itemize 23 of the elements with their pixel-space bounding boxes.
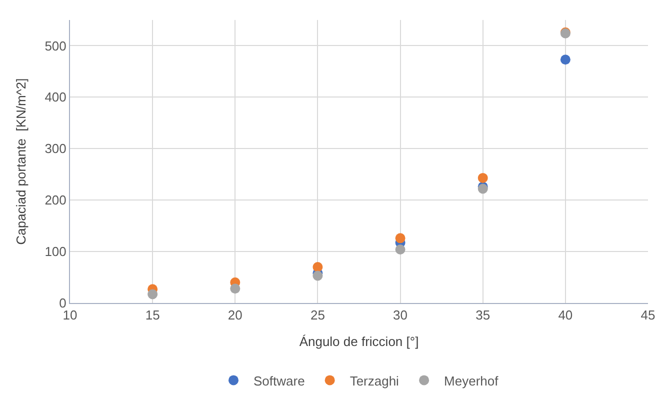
x-tick-label: 40 [558,308,573,323]
x-tick-label: 30 [393,308,408,323]
x-tick-label: 20 [228,308,242,323]
legend-label: Software [254,373,305,388]
point [395,233,406,244]
y-tick-label: 300 [44,141,66,156]
legend-label: Terzaghi [350,373,400,388]
y-tick-label: 100 [44,244,66,260]
point [478,172,488,183]
x-tick-label: 15 [145,308,160,323]
legend-label: Meyerhof [444,373,499,388]
x-tick-label: 35 [476,308,490,323]
x-axis-title: Ángulo de friccion [°] [299,334,419,350]
point [230,284,240,294]
y-tick-label: 500 [44,38,66,54]
x-tick-label: 25 [310,308,325,323]
x-tick-label: 45 [640,308,656,323]
point [395,244,406,254]
y-axis-title: Capaciad portante [KN/m^2] [14,78,29,245]
y-tick-label: 200 [44,192,66,208]
point [560,54,570,65]
y-tick-label: 400 [44,90,66,105]
point [148,289,158,300]
